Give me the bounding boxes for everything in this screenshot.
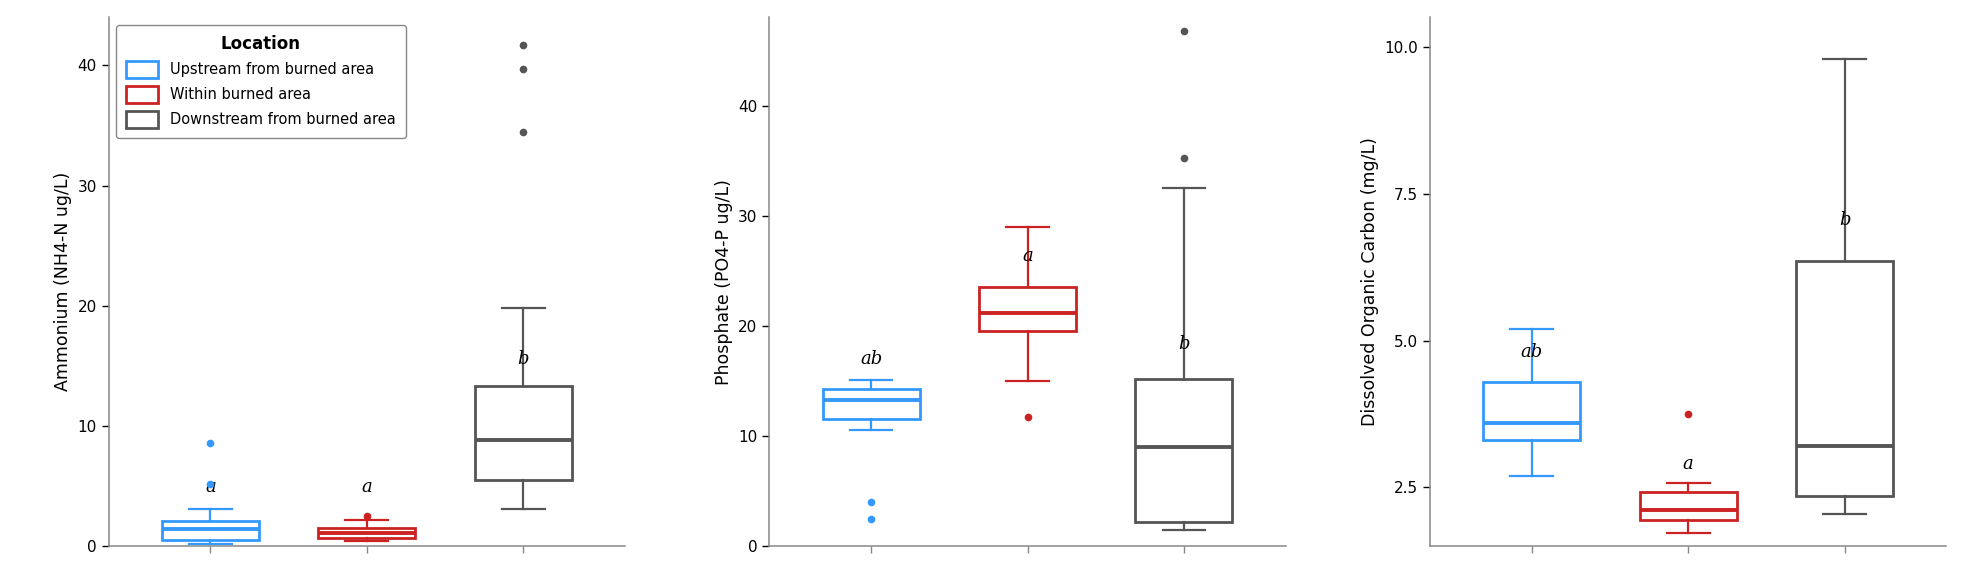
Y-axis label: Ammonium (NH4-N ug/L): Ammonium (NH4-N ug/L) <box>53 172 71 392</box>
Legend: Upstream from burned area, Within burned area, Downstream from burned area: Upstream from burned area, Within burned… <box>117 25 405 138</box>
Text: a: a <box>1022 248 1033 266</box>
Bar <box>318 528 415 538</box>
Text: ab: ab <box>1522 343 1543 361</box>
Text: b: b <box>518 350 530 368</box>
Text: a: a <box>206 478 215 496</box>
Text: b: b <box>1178 335 1190 353</box>
Bar <box>1136 379 1233 522</box>
Text: ab: ab <box>860 350 881 368</box>
Bar <box>474 386 571 480</box>
Bar <box>1484 382 1581 440</box>
Text: b: b <box>1840 211 1850 229</box>
Bar <box>978 287 1077 331</box>
Bar <box>162 521 259 540</box>
Bar <box>1796 261 1893 496</box>
Bar <box>822 389 919 419</box>
Y-axis label: Phosphate (PO4-P ug/L): Phosphate (PO4-P ug/L) <box>715 179 733 385</box>
Bar <box>1640 492 1737 519</box>
Y-axis label: Dissolved Organic Carbon (mg/L): Dissolved Organic Carbon (mg/L) <box>1361 137 1379 426</box>
Text: a: a <box>1684 455 1693 473</box>
Text: a: a <box>362 478 371 496</box>
